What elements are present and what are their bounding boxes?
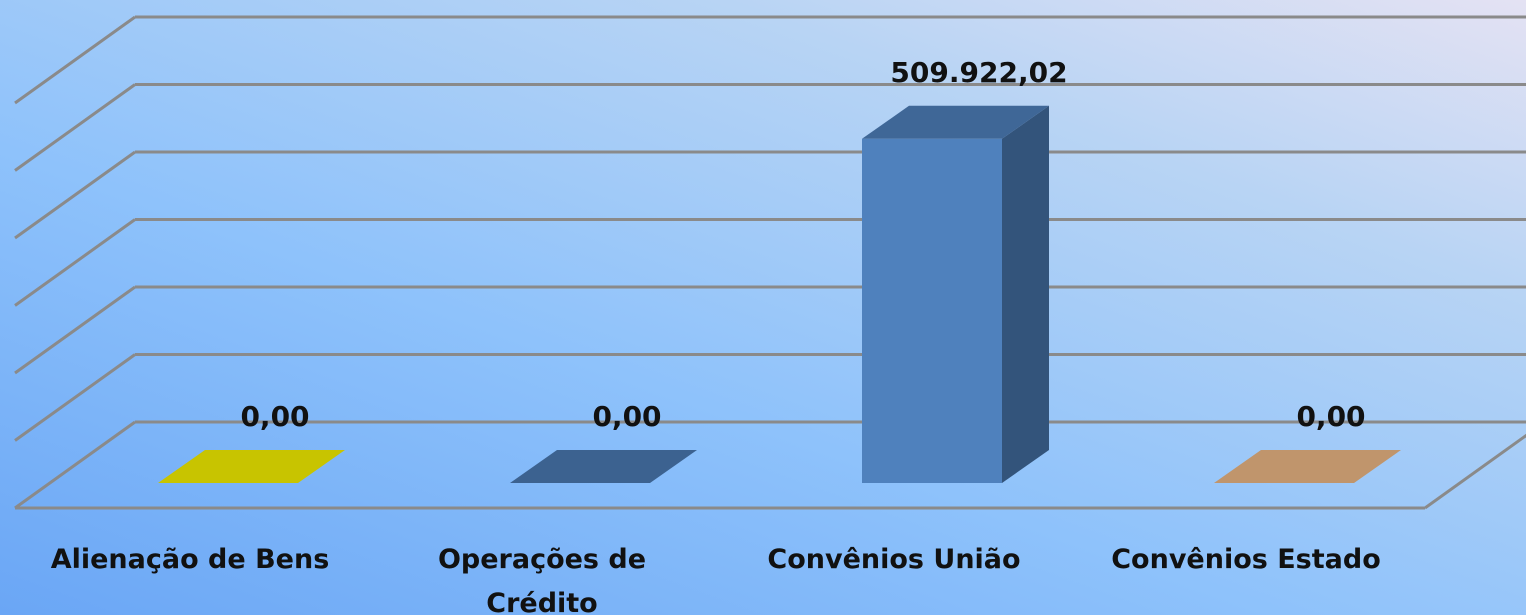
grid-line	[14, 420, 136, 510]
bar-top	[1214, 450, 1401, 483]
grid-line	[14, 285, 136, 375]
grid-line	[14, 83, 136, 172]
floor-edge	[1424, 433, 1526, 510]
grid-line	[14, 353, 136, 442]
value-label: 0,00	[592, 400, 661, 433]
bar-top	[862, 105, 1049, 139]
value-label: 509.922,02	[890, 56, 1067, 89]
grid-line	[14, 218, 136, 307]
bar	[862, 138, 1002, 483]
grid-line	[14, 15, 136, 105]
x-tick-label: Operações de Crédito	[437, 544, 647, 615]
x-tick-label: Convênios União	[767, 544, 1021, 575]
x-tick-label: Convênios Estado	[1111, 544, 1381, 575]
value-label: 0,00	[1296, 400, 1365, 433]
bar-top	[158, 450, 345, 483]
grid-line	[14, 150, 136, 240]
x-tick-label: Alienação de Bens	[50, 544, 330, 575]
value-label: 0,00	[240, 400, 309, 433]
bar-side	[1002, 105, 1049, 483]
bar-top	[510, 450, 697, 483]
